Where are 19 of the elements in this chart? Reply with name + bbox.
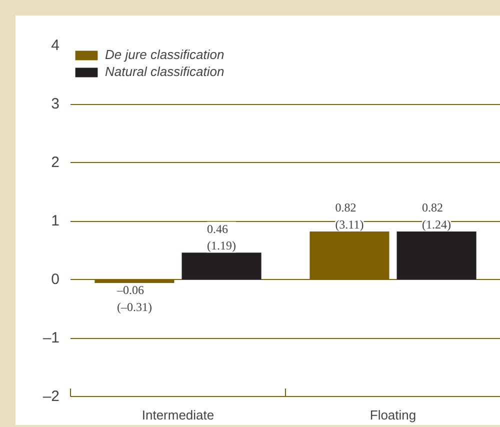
bar (396, 232, 476, 280)
bar (310, 232, 390, 280)
legend-label: Natural classification (105, 64, 224, 79)
y-tick-label: 4 (51, 37, 60, 54)
x-tick-label: Floating (370, 408, 416, 422)
data-label: 0.46 (1.19) (207, 222, 236, 253)
y-tick-label: 0 (51, 271, 60, 288)
bar (94, 280, 174, 284)
y-tick-label: 1 (51, 212, 60, 230)
data-label: 0.82 (3.11) (335, 200, 364, 232)
y-tick-label: 2 (51, 154, 60, 171)
x-tick-label: Intermediate (142, 408, 214, 422)
y-tick-label: 3 (51, 96, 60, 112)
bar (182, 252, 262, 280)
data-label: –0.06 (–0.31) (116, 283, 152, 314)
legend-label: De jure classification (105, 47, 224, 62)
y-tick-label: –2 (42, 388, 60, 405)
data-label: 0.82 (1.24) (422, 200, 452, 232)
y-tick-label: –1 (42, 330, 60, 346)
